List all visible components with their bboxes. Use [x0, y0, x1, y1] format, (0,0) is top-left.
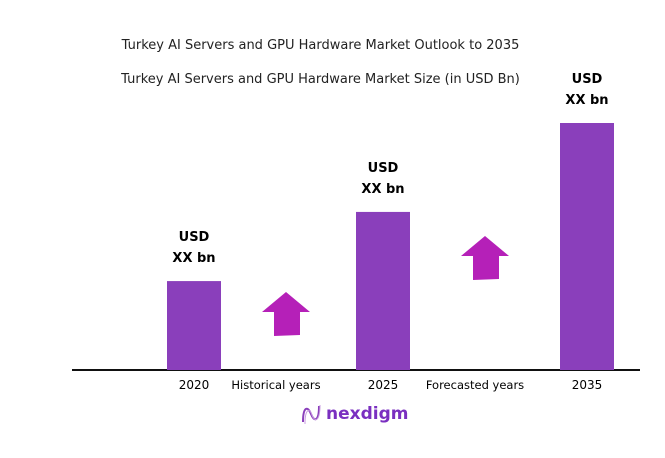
brand-name: nexdigm	[326, 404, 409, 424]
data-label: USD	[368, 161, 399, 176]
nexdigm-logo-icon	[302, 404, 321, 425]
bar-2025	[356, 211, 410, 370]
data-label: USD	[572, 72, 603, 87]
tick-label: 2020	[179, 378, 210, 392]
up-arrow-icon	[461, 236, 509, 280]
data-label: XX bn	[361, 182, 404, 197]
data-label: XX bn	[172, 251, 215, 266]
annotation: Forecasted years	[426, 378, 524, 392]
chart-subtitle: Turkey AI Servers and GPU Hardware Marke…	[121, 72, 520, 87]
tick-label: 2025	[368, 378, 399, 392]
tick-label: 2035	[572, 378, 603, 392]
bar-2035	[560, 123, 614, 370]
brand-logo: nexdigm	[300, 402, 408, 426]
data-label: USD	[179, 230, 210, 245]
up-arrow-icon	[262, 292, 310, 336]
chart-title: Turkey AI Servers and GPU Hardware Marke…	[121, 38, 520, 53]
data-label: XX bn	[565, 93, 608, 108]
annotation: Historical years	[231, 378, 320, 392]
bar-2020	[167, 281, 221, 370]
